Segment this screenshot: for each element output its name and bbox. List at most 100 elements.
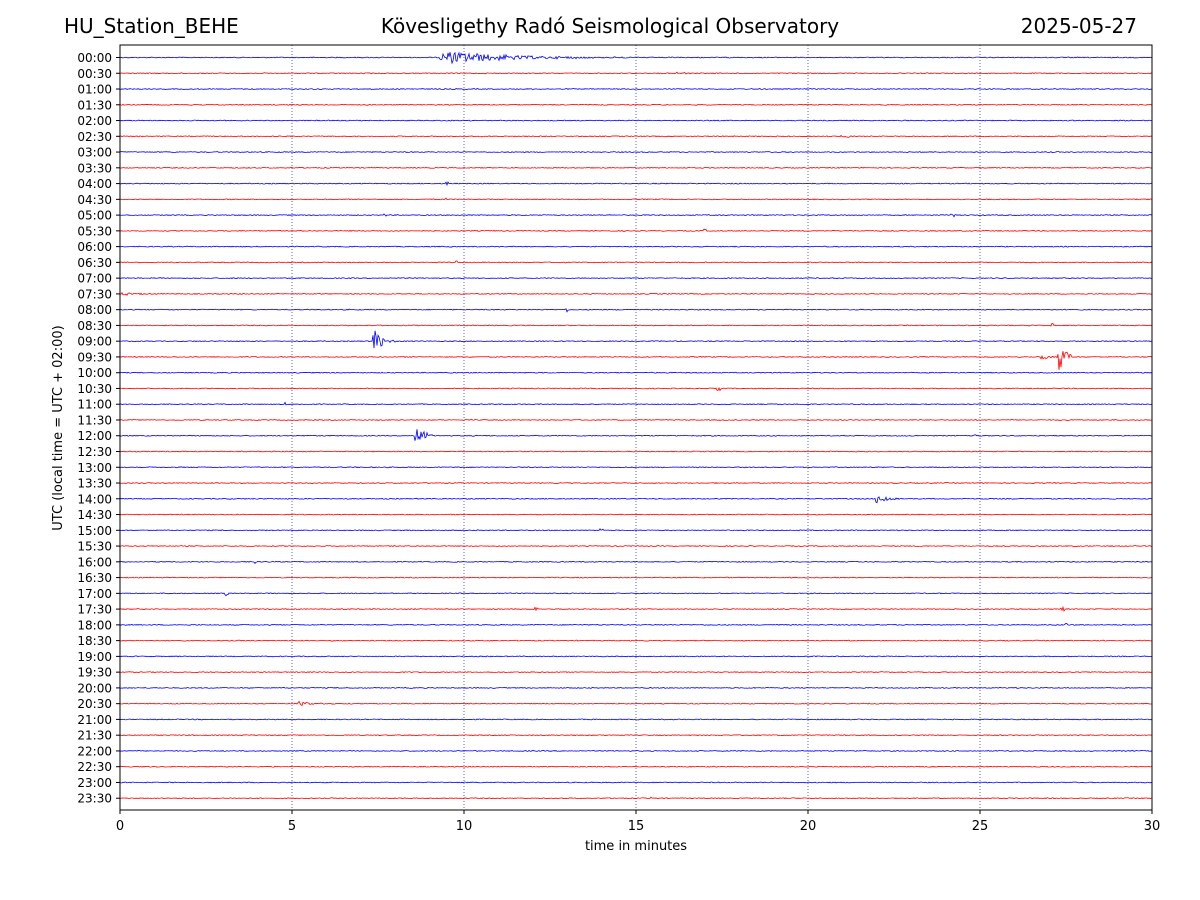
trace-line xyxy=(119,429,1153,441)
row-time-label: 09:30 xyxy=(77,350,112,364)
x-axis-label: time in minutes xyxy=(585,839,687,854)
row-time-label: 11:00 xyxy=(77,398,112,412)
trace-line xyxy=(119,181,1153,187)
x-tick-label: 0 xyxy=(116,819,124,834)
row-time-label: 07:00 xyxy=(77,272,112,286)
trace-line xyxy=(119,88,1153,90)
trace-line xyxy=(119,560,1153,565)
row-time-label: 12:30 xyxy=(77,445,112,459)
row-time-label: 13:00 xyxy=(77,461,112,475)
row-time-label: 03:00 xyxy=(77,146,112,160)
trace-line xyxy=(119,260,1153,264)
trace-line xyxy=(119,228,1153,232)
row-time-label: 01:30 xyxy=(77,98,112,112)
trace-line xyxy=(119,51,1153,65)
trace-line xyxy=(119,639,1153,642)
trace-line xyxy=(119,134,1153,138)
trace-line xyxy=(119,496,1153,504)
row-time-label: 22:30 xyxy=(77,760,112,774)
trace-line xyxy=(119,119,1153,122)
trace-line xyxy=(119,671,1153,674)
trace-line xyxy=(119,71,1153,75)
row-time-label: 03:30 xyxy=(77,161,112,175)
row-time-label: 22:00 xyxy=(77,744,112,758)
trace-line xyxy=(119,213,1153,218)
trace-line xyxy=(119,277,1153,280)
trace-line xyxy=(119,151,1153,154)
row-time-label: 17:30 xyxy=(77,603,112,617)
row-time-label: 10:30 xyxy=(77,382,112,396)
grid-layer xyxy=(291,45,981,810)
row-time-label: 01:00 xyxy=(77,83,112,97)
trace-line xyxy=(119,308,1153,313)
row-time-label: 10:00 xyxy=(77,366,112,380)
row-time-label: 20:30 xyxy=(77,697,112,711)
row-time-label: 02:30 xyxy=(77,130,112,144)
trace-line xyxy=(119,166,1153,169)
x-tick-label: 10 xyxy=(456,819,473,834)
x-tick-label: 25 xyxy=(972,819,989,834)
trace-line xyxy=(119,419,1153,421)
row-time-label: 18:00 xyxy=(77,618,112,632)
chart-title: Kövesligethy Radó Seismological Observat… xyxy=(380,14,840,38)
trace-line xyxy=(119,466,1153,469)
trace-line xyxy=(119,700,1153,707)
row-time-label: 12:00 xyxy=(77,429,112,443)
station-name: HU_Station_BEHE xyxy=(64,14,239,38)
trace-line xyxy=(119,718,1153,721)
row-time-label: 06:30 xyxy=(77,256,112,270)
row-time-label: 19:30 xyxy=(77,666,112,680)
row-time-label: 13:30 xyxy=(77,477,112,491)
trace-line xyxy=(119,592,1153,597)
trace-line xyxy=(119,545,1153,548)
trace-line xyxy=(119,351,1153,370)
row-time-label: 14:00 xyxy=(77,492,112,506)
trace-line xyxy=(119,765,1153,768)
trace-line xyxy=(119,781,1153,784)
row-time-label: 06:00 xyxy=(77,240,112,254)
x-tick-label: 30 xyxy=(1144,819,1161,834)
traces-layer xyxy=(119,51,1153,800)
row-time-label: 23:30 xyxy=(77,792,112,806)
x-tick-label: 20 xyxy=(800,819,817,834)
trace-line xyxy=(119,245,1153,248)
row-time-label: 08:00 xyxy=(77,303,112,317)
row-time-label: 04:30 xyxy=(77,193,112,207)
row-time-label: 20:00 xyxy=(77,681,112,695)
row-time-label: 17:00 xyxy=(77,587,112,601)
trace-line xyxy=(119,622,1153,626)
trace-line xyxy=(119,401,1153,406)
trace-line xyxy=(119,605,1153,612)
trace-line xyxy=(119,103,1153,106)
row-time-label: 05:00 xyxy=(77,209,112,223)
row-time-label: 08:30 xyxy=(77,319,112,333)
chart-date: 2025-05-27 xyxy=(1020,14,1137,38)
row-time-label: 21:30 xyxy=(77,729,112,743)
trace-line xyxy=(119,291,1153,296)
trace-line xyxy=(119,371,1153,374)
row-time-label: 07:30 xyxy=(77,287,112,301)
row-time-label: 15:00 xyxy=(77,524,112,538)
trace-line xyxy=(119,197,1153,201)
trace-line xyxy=(119,686,1153,689)
trace-line xyxy=(119,528,1153,532)
row-time-label: 15:30 xyxy=(77,540,112,554)
trace-line xyxy=(119,330,1153,349)
trace-line xyxy=(119,450,1153,453)
trace-line xyxy=(119,513,1153,516)
row-time-label: 23:00 xyxy=(77,776,112,790)
row-time-label: 14:30 xyxy=(77,508,112,522)
trace-line xyxy=(119,576,1153,579)
row-time-label: 21:00 xyxy=(77,713,112,727)
trace-line xyxy=(119,482,1153,484)
row-time-label: 00:30 xyxy=(77,67,112,81)
trace-line xyxy=(119,655,1153,658)
row-time-label: 00:00 xyxy=(77,51,112,65)
x-tick-label: 5 xyxy=(288,819,296,834)
trace-line xyxy=(119,796,1153,800)
row-time-label: 11:30 xyxy=(77,413,112,427)
trace-line xyxy=(119,734,1153,737)
trace-line xyxy=(119,750,1153,752)
